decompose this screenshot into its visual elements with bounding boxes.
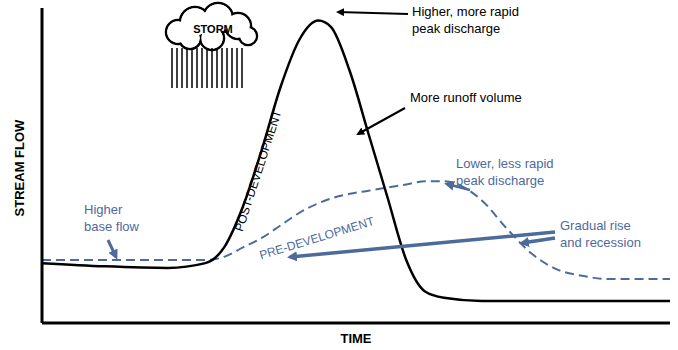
svg-text:TIME: TIME xyxy=(340,331,371,346)
svg-text:STORM: STORM xyxy=(193,23,233,35)
svg-text:Lower, less rapidpeak discharg: Lower, less rapidpeak discharge xyxy=(456,156,554,188)
svg-text:POST-DEVELOPMENT: POST-DEVELOPMENT xyxy=(232,108,285,233)
svg-text:Gradual riseand recession: Gradual riseand recession xyxy=(560,218,641,250)
svg-text:Higherbase flow: Higherbase flow xyxy=(84,202,140,234)
svg-text:STREAM FLOW: STREAM FLOW xyxy=(12,119,27,216)
svg-text:More runoff volume: More runoff volume xyxy=(410,90,522,105)
svg-text:Higher, more rapidpeak dischar: Higher, more rapidpeak discharge xyxy=(412,4,519,36)
svg-text:PRE-DEVELOPMENT: PRE-DEVELOPMENT xyxy=(258,214,377,262)
